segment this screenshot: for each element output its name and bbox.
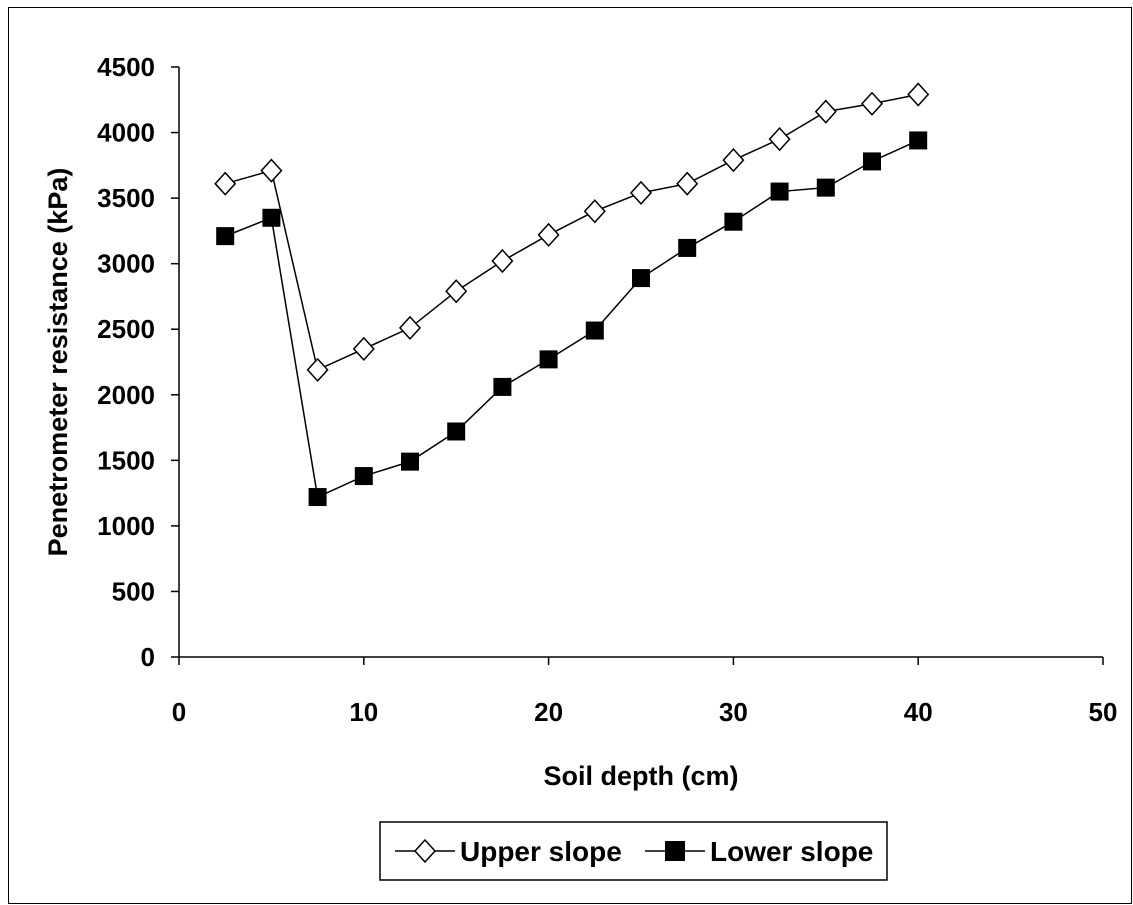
legend-lower-label: Lower slope — [710, 836, 873, 867]
y-tick-label: 4000 — [97, 118, 155, 148]
data-point-diamond — [491, 248, 514, 274]
data-point-diamond — [306, 357, 329, 382]
data-point-square — [262, 208, 281, 227]
data-point-diamond — [260, 158, 283, 183]
x-axis-ticks: 0 10 20 30 40 50 — [172, 657, 1118, 727]
data-point-diamond — [537, 222, 560, 247]
y-tick-label: 2000 — [97, 380, 155, 410]
data-point-diamond — [583, 199, 606, 224]
data-point-square — [447, 422, 466, 441]
series-layer — [214, 82, 930, 507]
data-point-diamond — [214, 171, 237, 196]
series-line — [224, 93, 919, 371]
data-point-square — [909, 131, 928, 150]
legend-upper-label: Upper slope — [460, 836, 622, 867]
data-point-square — [585, 321, 604, 340]
y-axis-title: Penetrometer resistance (kPa) — [43, 168, 73, 557]
data-point-square — [770, 182, 789, 201]
data-point-square — [216, 227, 235, 246]
data-point-diamond — [907, 82, 930, 107]
data-point-diamond — [768, 126, 791, 152]
x-axis-title: Soil depth (cm) — [544, 761, 739, 791]
legend-box — [379, 821, 888, 881]
chart-frame — [8, 7, 1132, 904]
legend-upper-diamond-icon — [413, 838, 437, 864]
legend: Upper slope Lower slope — [379, 821, 888, 881]
y-tick-label: 500 — [112, 576, 155, 606]
x-tick-label: 30 — [719, 697, 748, 727]
data-point-diamond — [398, 315, 422, 341]
series-lower-slope — [216, 131, 928, 507]
data-point-diamond — [629, 180, 653, 205]
data-point-square — [724, 212, 743, 231]
series-upper-slope — [214, 82, 930, 382]
x-tick-label: 50 — [1089, 697, 1118, 727]
y-tick-label: 1500 — [97, 445, 155, 475]
data-point-square — [816, 178, 835, 197]
data-point-square — [493, 377, 512, 396]
x-tick-label: 40 — [904, 697, 933, 727]
x-tick-label: 10 — [349, 697, 378, 727]
data-point-diamond — [352, 336, 375, 362]
y-tick-label: 2500 — [97, 314, 155, 344]
y-tick-label: 0 — [141, 642, 155, 672]
y-tick-label: 4500 — [97, 52, 155, 82]
data-point-square — [678, 238, 697, 257]
data-point-square — [632, 269, 650, 288]
data-point-diamond — [814, 99, 837, 124]
y-tick-label: 3000 — [97, 249, 155, 279]
data-point-diamond — [445, 279, 468, 304]
data-point-square — [863, 152, 881, 171]
y-tick-label: 1000 — [97, 511, 155, 541]
series-line — [224, 139, 919, 499]
data-point-square — [354, 467, 373, 486]
data-point-diamond — [676, 171, 699, 196]
x-tick-label: 0 — [172, 697, 186, 727]
y-tick-label: 3500 — [97, 183, 155, 213]
x-tick-label: 20 — [534, 697, 563, 727]
data-point-square — [401, 452, 419, 471]
y-axis-ticks: 0 500 1000 1500 2000 2500 3000 3500 4000 4500 — [97, 52, 179, 672]
data-point-square — [308, 488, 327, 507]
data-point-diamond — [722, 147, 745, 173]
legend-lower-square-icon — [665, 841, 685, 861]
data-point-diamond — [860, 91, 884, 116]
data-point-square — [539, 350, 558, 369]
